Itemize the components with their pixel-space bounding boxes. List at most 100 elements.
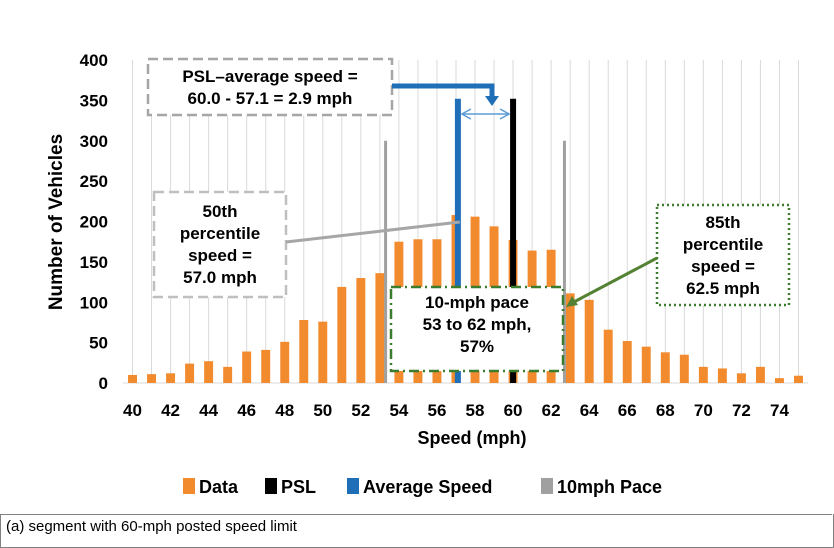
bar-71 — [717, 368, 727, 383]
x-tick-label: 48 — [275, 401, 294, 420]
bar-43 — [185, 363, 195, 383]
y-tick-label: 0 — [99, 374, 108, 393]
x-tick-label: 60 — [504, 401, 523, 420]
bar-51 — [337, 286, 347, 383]
legend-item-10mph-pace: 10mph Pace — [541, 477, 662, 497]
y-tick-label: 300 — [80, 132, 108, 151]
y-tick-label: 400 — [80, 51, 108, 70]
bar-52 — [356, 278, 366, 383]
bar-42 — [166, 373, 176, 383]
x-tick-label: 72 — [732, 401, 751, 420]
annotation-text: percentile — [683, 235, 763, 254]
bar-41 — [147, 374, 157, 383]
legend-swatch — [347, 478, 359, 494]
annotation-text: percentile — [180, 224, 260, 243]
ref-line-10mph-pace — [562, 140, 566, 383]
legend-label: Average Speed — [363, 477, 492, 497]
reference-lines-group — [384, 98, 566, 383]
double-arrow-right-head — [499, 108, 511, 120]
x-tick-label: 68 — [656, 401, 675, 420]
y-tick-label: 50 — [89, 334, 108, 353]
x-tick-label: 62 — [542, 401, 561, 420]
bar-73 — [755, 366, 765, 383]
gap-double-arrow — [460, 108, 511, 120]
y-tick-label: 150 — [80, 253, 108, 272]
annotation-text: PSL–average speed = — [182, 67, 357, 86]
bar-46 — [242, 351, 252, 383]
bar-74 — [774, 378, 784, 383]
x-tick-labels: 40 42 44 46 48 50 52 54 56 58 60 62 64 66 68 70 72 74 — [123, 401, 789, 420]
legend-swatch — [265, 478, 277, 494]
x-tick-label: 40 — [123, 401, 142, 420]
y-tick-label: 200 — [80, 213, 108, 232]
legend-swatch — [541, 478, 553, 494]
bar-68 — [660, 352, 670, 383]
bar-63 — [565, 293, 575, 383]
bar-40 — [128, 374, 137, 383]
bar-53 — [375, 273, 385, 383]
bar-45 — [223, 366, 233, 383]
annotation-text: 50th — [203, 202, 238, 221]
annotation-p85: 85th percentile speed = 62.5 mph — [655, 203, 791, 307]
bar-48 — [280, 341, 290, 383]
legend-item-average-speed: Average Speed — [347, 477, 492, 497]
p85-leader-arrowhead — [566, 296, 578, 307]
x-tick-label: 44 — [199, 401, 218, 420]
double-arrow-left-head — [460, 108, 472, 120]
legend-item-data: Data — [183, 477, 239, 497]
annotation-psl-avg: PSL–average speed = 60.0 - 57.1 = 2.9 mph — [146, 57, 394, 117]
annotation-arrow-psl-avg — [392, 83, 499, 106]
legend-label: PSL — [281, 477, 316, 497]
bar-70 — [698, 366, 708, 383]
bar-69 — [679, 354, 689, 383]
annotations-group: PSL–average speed = 60.0 - 57.1 = 2.9 mph… — [146, 57, 791, 373]
y-tick-label: 350 — [80, 91, 108, 110]
legend-label: 10mph Pace — [557, 477, 662, 497]
callout-arrow-shaft — [392, 83, 495, 98]
y-axis-label: Number of Vehicles — [46, 134, 67, 310]
bar-72 — [736, 373, 746, 383]
bar-44 — [204, 361, 214, 383]
ref-line-psl — [510, 98, 517, 383]
y-tick-label: 100 — [80, 293, 108, 312]
annotation-text: 57.0 mph — [183, 268, 257, 287]
bar-75 — [794, 375, 803, 383]
legend: Data PSL Average Speed 10mph Pace — [183, 477, 662, 497]
p85-leader-line — [571, 256, 658, 305]
bar-47 — [261, 349, 271, 383]
x-tick-label: 64 — [580, 401, 599, 420]
annotation-box — [655, 203, 791, 307]
annotation-text: speed = — [188, 246, 252, 265]
figure-caption: (a) segment with 60-mph posted speed lim… — [6, 518, 297, 535]
x-tick-label: 74 — [770, 401, 789, 420]
speed-distribution-chart: 0 50 100 150 200 250 300 350 400 40 42 44 46 48 50 52 5… — [46, 51, 808, 497]
bar-50 — [318, 321, 328, 383]
x-tick-label: 56 — [427, 401, 446, 420]
bar-64 — [584, 299, 594, 383]
ref-line-average-speed — [454, 98, 461, 383]
x-tick-label: 58 — [466, 401, 485, 420]
caption-divider — [0, 514, 832, 515]
annotation-pace: 10-mph pace 53 to 62 mph, 57% — [389, 285, 565, 373]
callout-arrow-head — [485, 96, 499, 106]
bar-67 — [641, 346, 651, 383]
legend-item-psl: PSL — [265, 477, 316, 497]
bar-49 — [299, 320, 309, 383]
annotation-text: speed = — [691, 257, 755, 276]
x-tick-label: 46 — [237, 401, 256, 420]
x-axis-label: Speed (mph) — [417, 428, 526, 448]
annotation-box — [146, 57, 394, 117]
annotation-box — [152, 190, 288, 299]
annotation-text: 62.5 mph — [686, 279, 760, 298]
legend-label: Data — [199, 477, 239, 497]
annotation-p50: 50th percentile speed = 57.0 mph — [152, 190, 288, 299]
y-tick-labels: 0 50 100 150 200 250 300 350 400 — [80, 51, 108, 393]
legend-swatch — [183, 478, 195, 494]
ref-line-10mph-pace — [384, 140, 388, 383]
annotation-text: 85th — [706, 213, 741, 232]
annotation-box — [389, 285, 565, 373]
x-tick-label: 66 — [618, 401, 637, 420]
x-tick-label: 50 — [313, 401, 332, 420]
p50-leader-line — [285, 220, 460, 244]
annotation-text: 57% — [460, 337, 494, 356]
